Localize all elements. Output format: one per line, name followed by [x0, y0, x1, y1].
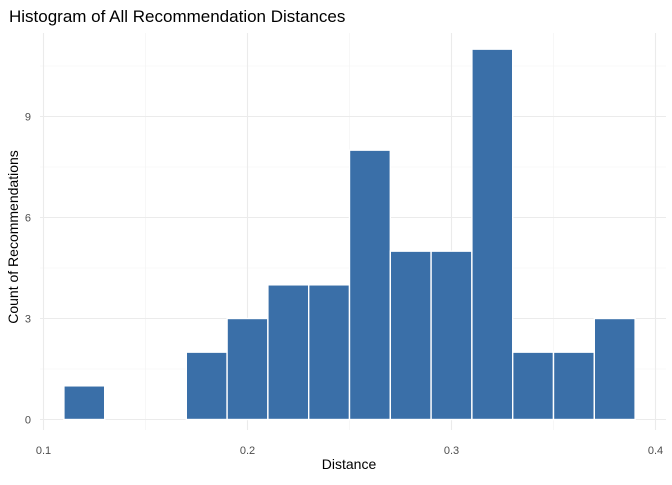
histogram-bar — [185, 351, 228, 421]
histogram-bar — [226, 317, 269, 421]
histogram-bar — [512, 351, 555, 421]
chart-title: Histogram of All Recommendation Distance… — [9, 7, 345, 26]
histogram-bar — [593, 317, 636, 421]
histogram-bar — [267, 284, 310, 421]
x-tick-label: 0.1 — [36, 445, 51, 457]
y-tick-label: 9 — [25, 112, 31, 124]
bar-layer — [63, 48, 636, 421]
x-tick-label: 0.3 — [444, 445, 459, 457]
x-axis-label: Distance — [322, 456, 377, 472]
histogram-bar — [389, 250, 432, 421]
histogram-bar — [308, 284, 351, 421]
histogram-bar — [348, 149, 391, 421]
y-tick-label: 0 — [25, 415, 31, 427]
tick-layer: 0.1 0.2 0.3 0.4 0 3 6 9 — [25, 112, 663, 458]
histogram-bar — [63, 385, 106, 421]
x-tick-label: 0.4 — [648, 445, 663, 457]
histogram-bar — [552, 351, 595, 421]
histogram-bar — [430, 250, 473, 421]
y-tick-label: 3 — [25, 314, 31, 326]
y-axis-label: Count of Recommendations — [5, 150, 21, 324]
y-tick-label: 6 — [25, 213, 31, 225]
x-tick-label: 0.2 — [240, 445, 255, 457]
histogram-bar — [471, 48, 514, 421]
